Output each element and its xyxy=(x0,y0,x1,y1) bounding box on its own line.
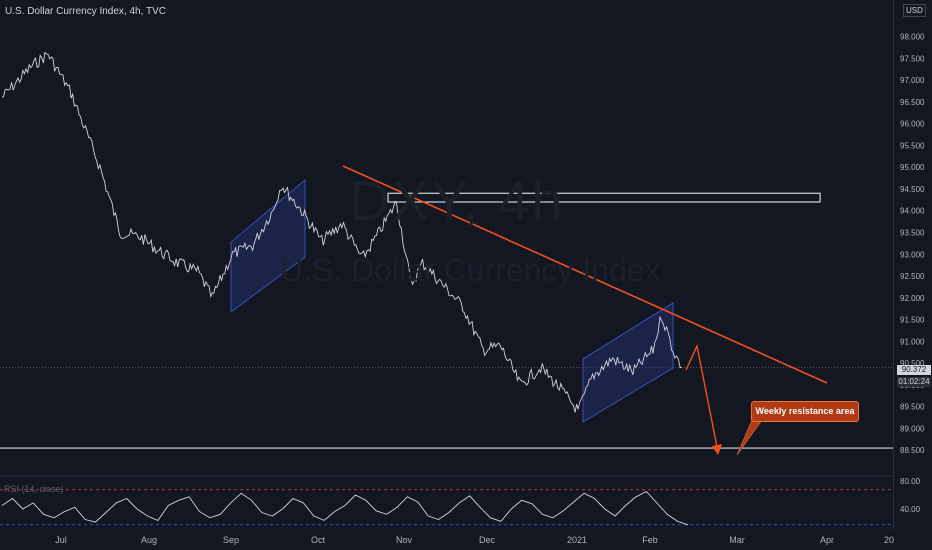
price-scale-label: 91.000 xyxy=(900,337,925,346)
price-series[interactable] xyxy=(1,51,682,413)
rsi-label[interactable]: RSI (14, close) xyxy=(4,484,64,494)
price-scale-label: 93.000 xyxy=(900,250,925,259)
rsi-series[interactable] xyxy=(1,490,689,526)
callout-pointer xyxy=(736,419,763,456)
price-scale-label: 93.500 xyxy=(900,228,925,237)
price-scale-label: 97.000 xyxy=(900,76,925,85)
price-scale-label: 92.500 xyxy=(900,272,925,281)
price-scale-label: 94.500 xyxy=(900,185,925,194)
time-axis-label: Nov xyxy=(396,535,413,545)
time-axis-label: 20 xyxy=(884,535,894,545)
time-axis-label: Mar xyxy=(729,535,745,545)
time-axis-label: Sep xyxy=(223,535,239,545)
rsi-scale-label: 40.00 xyxy=(900,505,921,514)
price-scale-label: 95.000 xyxy=(900,163,925,172)
rsi-scale-label: 80.00 xyxy=(900,477,921,486)
channel-sep[interactable] xyxy=(230,179,306,313)
channel-jan[interactable] xyxy=(582,302,674,423)
time-axis-label: Oct xyxy=(311,535,326,545)
price-scale-label: 89.500 xyxy=(900,403,925,412)
price-scale-label: 91.500 xyxy=(900,316,925,325)
price-scale-label: 97.500 xyxy=(900,54,925,63)
price-scale-label: 89.000 xyxy=(900,424,925,433)
chart-title: U.S. Dollar Currency Index, 4h, TVC xyxy=(5,6,166,17)
projection-arrowhead xyxy=(712,444,722,455)
price-scale-label: 94.000 xyxy=(900,207,925,216)
watermark-name: U.S. Dollar Currency Index xyxy=(280,252,661,288)
price-scale-label: 96.000 xyxy=(900,120,925,129)
time-axis-label: Jul xyxy=(55,535,67,545)
countdown-tag: 01:02:24 xyxy=(897,377,931,387)
projection-path[interactable] xyxy=(685,343,719,453)
currency-badge[interactable]: USD xyxy=(903,4,926,17)
time-axis-label: Dec xyxy=(479,535,496,545)
price-scale-label: 96.500 xyxy=(900,98,925,107)
price-scale-label: 95.500 xyxy=(900,141,925,150)
resistance-box[interactable] xyxy=(387,192,821,203)
price-scale-label: 98.000 xyxy=(900,33,925,42)
weekly-resistance-callout[interactable]: Weekly resistance area xyxy=(751,401,859,422)
last-price-tag: 90.372 xyxy=(897,365,931,375)
time-axis-label: Aug xyxy=(141,535,157,545)
time-axis-label: Feb xyxy=(642,535,658,545)
watermark-symbol: DXY, 4h xyxy=(349,169,565,232)
trendline[interactable] xyxy=(342,165,828,384)
price-scale-label: 90.500 xyxy=(900,359,925,368)
time-axis-label: Apr xyxy=(820,535,834,545)
price-scale-label: 88.500 xyxy=(900,446,925,455)
price-scale-label: 92.000 xyxy=(900,294,925,303)
time-axis-label: 2021 xyxy=(567,535,587,545)
